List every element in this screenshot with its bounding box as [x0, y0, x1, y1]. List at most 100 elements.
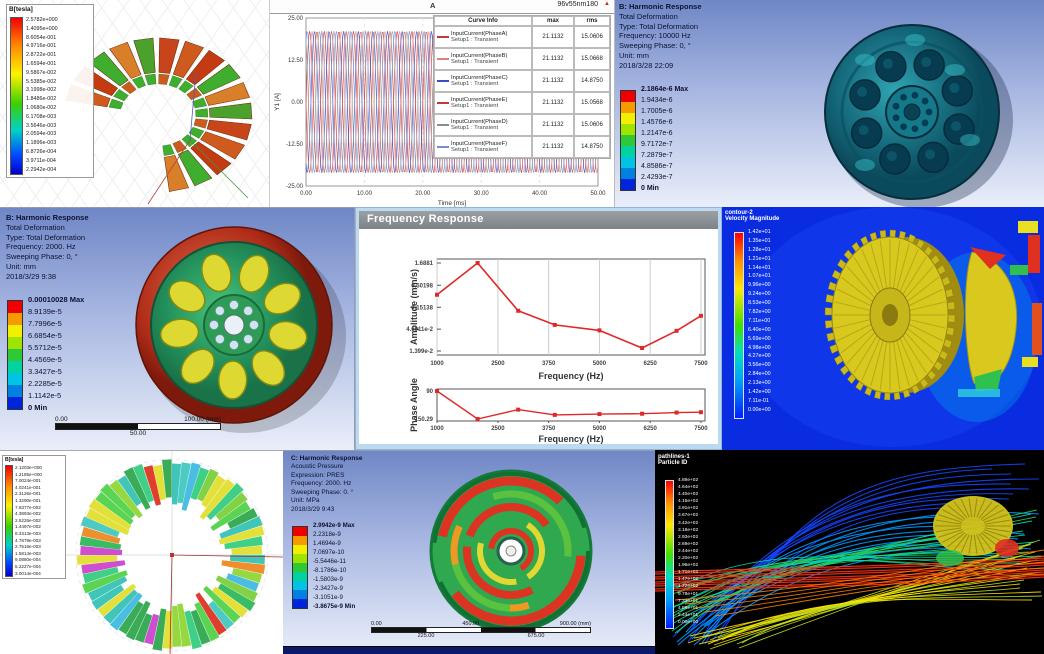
result-info-line: Expression: PRES	[291, 471, 345, 479]
field-legend-value: 3.9711e-004	[26, 157, 56, 164]
field-legend-value: 7.6377e-002	[15, 504, 41, 510]
curve-row-label[interactable]: InputCurrent(PhaseB) Setup1 : Transient	[434, 48, 532, 70]
field-legend-value: 6.1708e-003	[26, 113, 57, 120]
result-title: C: Harmonic Response	[291, 455, 363, 462]
legend-value: 7.2879e-7	[641, 152, 673, 159]
velocity-legend-value: 5.69e+00	[748, 335, 771, 342]
result-info-line: Unit: mm	[619, 50, 649, 60]
svg-text:0.50198: 0.50198	[411, 283, 433, 289]
scale-mid-label: 50.00	[129, 430, 147, 437]
svg-text:0.15138: 0.15138	[411, 305, 433, 311]
pathlines-legend-value: 2.93e+02	[678, 534, 699, 540]
result-info-line: 2018/3/29 9:43	[291, 505, 335, 513]
svg-text:25.00: 25.00	[288, 16, 304, 22]
velocity-legend-value: 4.27e+00	[748, 353, 771, 360]
legend-value: -3.1051e-9	[313, 594, 343, 601]
scale-max-label: 100.00 (mm)	[184, 416, 221, 423]
curve-swatch	[437, 102, 449, 104]
curve-max-value: 21.1132	[532, 92, 574, 114]
curve-swatch	[437, 80, 449, 82]
legend-color-bar	[620, 89, 636, 191]
velocity-legend-value: 7.11e-01	[748, 397, 769, 404]
window-edge-strip	[283, 646, 655, 654]
plot-header: A 96v55nm180 ▲	[270, 0, 614, 14]
svg-text:Amplitude (mm/s): Amplitude (mm/s)	[409, 269, 419, 345]
panel-harmonic-10000: B: Harmonic Response Total Deformation Ty…	[615, 0, 1044, 207]
legend-color-cell	[8, 337, 22, 349]
svg-text:Frequency (Hz): Frequency (Hz)	[538, 434, 603, 444]
svg-text:1000: 1000	[430, 361, 444, 367]
pathlines-legend: pathlines-1 Particle ID 4.89e+02 4.64e+02…	[658, 454, 698, 629]
result-info-block: B: Harmonic Response Total Deformation Ty…	[619, 2, 702, 70]
field-legend-title: B[tesla]	[9, 6, 33, 13]
legend-color-cell	[8, 397, 22, 409]
result-info-line: Total Deformation	[619, 11, 678, 21]
legend-value: 2.1864e-6 Max	[641, 86, 689, 93]
svg-text:12.50: 12.50	[288, 58, 304, 64]
cfd-gear-graphic	[742, 207, 1042, 447]
scale-mid-label: 450.00	[462, 621, 480, 627]
pathlines-legend-value: 2.44e+02	[678, 548, 699, 554]
panel-cfd-velocity: contour-2 Velocity Magnitude 1.42e+01 1.3…	[722, 207, 1044, 450]
legend-value: 2.4293e-7	[641, 174, 673, 181]
svg-text:1.399e-2: 1.399e-2	[409, 349, 433, 355]
legend-color-cell	[621, 112, 635, 124]
result-info-line: Frequency: 2000. Hz	[291, 480, 352, 488]
panel-acoustic-pressure: C: Harmonic Response Acoustic Pressure Ex…	[283, 450, 655, 654]
velocity-legend-value: 2.84e+00	[748, 371, 771, 378]
curve-rms-value: 15.0606	[574, 26, 610, 48]
velocity-legend-value: 0.00e+00	[748, 406, 771, 413]
result-info-lines: Total Deformation Type: Total Deformation…	[6, 223, 89, 282]
scale-q3-label: 675.00	[527, 633, 545, 639]
result-info-block: C: Harmonic Response Acoustic Pressure Ex…	[291, 455, 363, 514]
field-legend-value: 3.0014e-004	[15, 570, 41, 576]
velocity-legend-value: 4.98e+00	[748, 344, 771, 351]
field-legend-value: 2.8722e-001	[26, 52, 57, 59]
field-legend-value: 2.1203e+000	[15, 465, 42, 470]
pathlines-legend-value: 4.64e+02	[678, 485, 699, 491]
legend-value: -5.5446e-11	[313, 558, 346, 565]
velocity-legend-value: 8.53e+00	[748, 300, 771, 307]
window-titlebar[interactable]: Frequency Response	[359, 211, 718, 229]
field-legend-value: 1.5814e-003	[15, 550, 41, 556]
pathlines-legend-value: 1.47e+02	[678, 577, 699, 583]
legend-color-cell	[293, 526, 307, 536]
field-legend-value: 1.2185e+000	[15, 471, 42, 477]
field-legend-value: 1.0680e-002	[26, 104, 57, 111]
scale-bar-ruler	[371, 627, 591, 633]
panel-maxwell-coil: B[tesla] 2.5782e+000 1.4095e+000 8.6054e-0…	[0, 0, 270, 207]
legend-value: -8.1786e-10	[313, 567, 347, 574]
velocity-legend-value: 9.96e+00	[748, 282, 771, 289]
field-legend-colorbar	[5, 465, 13, 577]
legend-value: 0 Min	[641, 185, 659, 192]
curve-max-value: 21.1132	[532, 136, 574, 158]
svg-text:90: 90	[426, 389, 433, 395]
velocity-legend: contour-2 Velocity Magnitude 1.42e+01 1.3…	[725, 210, 779, 419]
svg-text:5000: 5000	[593, 361, 607, 367]
pathlines-legend-value: 3.18e+02	[678, 527, 699, 533]
scale-bar-ruler	[55, 423, 221, 430]
curve-row-label[interactable]: InputCurrent(PhaseD) Setup1 : Transient	[434, 114, 532, 136]
pathlines-legend-value: 4.89e+02	[678, 478, 699, 483]
legend-color-cell	[8, 373, 22, 385]
legend-value: 3.3427e-5	[28, 367, 62, 376]
field-legend-value: 1.3290e-001	[15, 497, 41, 503]
field-legend-value: 9.0880e-004	[15, 557, 41, 563]
field-legend-title: B[tesla]	[5, 457, 24, 463]
velocity-legend-value: 1.14e+01	[748, 264, 771, 271]
legend-color-cell	[293, 553, 307, 563]
pathlines-legend-quantity: Particle ID	[658, 460, 688, 466]
maximize-icon[interactable]: ▲	[604, 1, 610, 7]
curve-row-label[interactable]: InputCurrent(PhaseC) Setup1 : Transient	[434, 70, 532, 92]
curve-row-label[interactable]: InputCurrent(PhaseA) Setup1 : Transient	[434, 26, 532, 48]
curve-row-label[interactable]: InputCurrent(PhaseF) Setup1 : Transient	[434, 136, 532, 158]
legend-color-cell	[621, 101, 635, 113]
legend-color-cell	[293, 580, 307, 590]
legend-color-cell	[621, 134, 635, 146]
svg-text:5000: 5000	[593, 426, 607, 432]
pathlines-legend-value: 9.78e+01	[678, 591, 699, 597]
curve-row-label[interactable]: InputCurrent(PhaseE) Setup1 : Transient	[434, 92, 532, 114]
teal-wheel-graphic	[824, 24, 1013, 207]
legend-value: -1.5803e-9	[313, 576, 343, 583]
